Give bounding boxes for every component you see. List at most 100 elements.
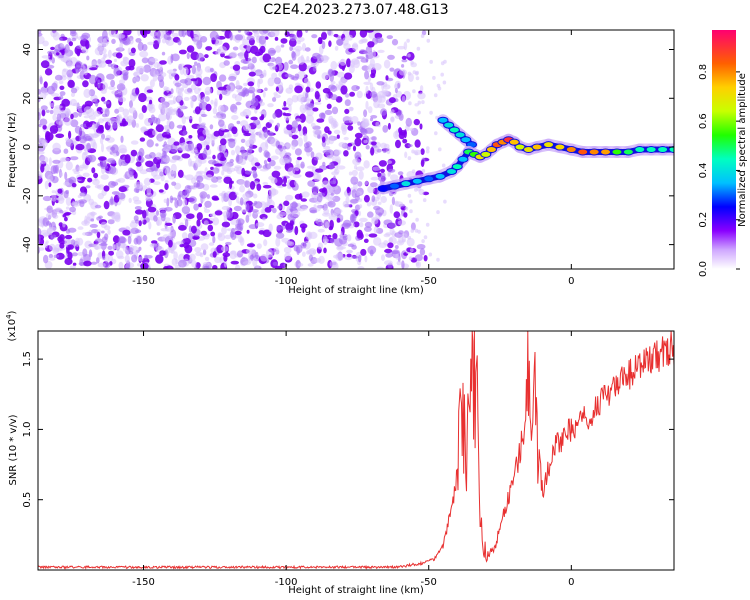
noise-speckle bbox=[225, 241, 232, 246]
noise-speckle bbox=[96, 59, 103, 68]
noise-speckle bbox=[327, 200, 336, 208]
noise-speckle bbox=[269, 58, 273, 62]
noise-speckle bbox=[262, 181, 269, 185]
noise-speckle bbox=[294, 148, 302, 156]
noise-speckle bbox=[220, 138, 227, 146]
noise-speckle bbox=[193, 203, 199, 211]
noise-speckle bbox=[127, 235, 132, 245]
noise-speckle bbox=[235, 80, 240, 89]
noise-speckle bbox=[77, 176, 86, 180]
branch-trace-point bbox=[460, 136, 472, 144]
noise-speckle bbox=[306, 108, 314, 117]
noise-speckle bbox=[332, 233, 338, 240]
noise-speckle bbox=[270, 155, 279, 160]
noise-speckle bbox=[401, 95, 406, 103]
noise-speckle bbox=[168, 239, 173, 248]
noise-speckle bbox=[358, 204, 363, 209]
noise-speckle bbox=[233, 205, 242, 212]
noise-speckle bbox=[217, 104, 225, 114]
noise-speckle bbox=[111, 144, 119, 154]
noise-speckle bbox=[409, 199, 413, 204]
noise-speckle bbox=[92, 133, 100, 138]
noise-speckle bbox=[61, 98, 70, 107]
noise-speckle bbox=[240, 138, 246, 143]
noise-speckle bbox=[180, 142, 189, 151]
noise-speckle bbox=[149, 99, 153, 105]
noise-speckle bbox=[301, 191, 310, 198]
noise-speckle bbox=[364, 255, 368, 263]
noise-speckle bbox=[363, 81, 372, 86]
noise-speckle bbox=[246, 43, 251, 52]
noise-speckle bbox=[360, 58, 369, 63]
noise-speckle bbox=[239, 197, 244, 206]
noise-speckle bbox=[407, 156, 412, 161]
noise-speckle bbox=[245, 248, 255, 254]
noise-speckle bbox=[144, 154, 153, 159]
noise-speckle bbox=[271, 170, 281, 178]
noise-speckle bbox=[263, 150, 270, 158]
snr-y-axis: 0.5 1.0 1.5 bbox=[22, 351, 674, 508]
noise-speckle bbox=[97, 262, 106, 268]
noise-speckle bbox=[111, 38, 116, 45]
signal-trace-point bbox=[434, 172, 446, 180]
noise-speckle bbox=[329, 260, 338, 268]
noise-speckle bbox=[283, 176, 287, 185]
noise-speckle bbox=[196, 52, 204, 62]
noise-speckle bbox=[350, 116, 359, 124]
noise-speckle bbox=[253, 119, 261, 126]
noise-speckle bbox=[142, 234, 148, 242]
noise-speckle bbox=[322, 30, 326, 33]
noise-speckle bbox=[300, 97, 304, 105]
noise-speckle bbox=[69, 156, 79, 161]
noise-speckle bbox=[286, 124, 293, 131]
noise-speckle bbox=[144, 254, 148, 260]
noise-speckle bbox=[191, 260, 197, 268]
noise-speckle bbox=[147, 206, 157, 213]
noise-speckle bbox=[135, 161, 142, 167]
noise-speckle bbox=[321, 72, 329, 80]
noise-speckle bbox=[52, 142, 61, 152]
noise-speckle bbox=[251, 56, 257, 64]
noise-speckle bbox=[74, 237, 80, 247]
noise-speckle bbox=[59, 91, 66, 96]
noise-speckle bbox=[258, 78, 263, 85]
noise-speckle bbox=[155, 124, 164, 133]
noise-speckle bbox=[39, 76, 43, 85]
noise-speckle bbox=[204, 54, 209, 59]
noise-speckle bbox=[328, 40, 332, 47]
noise-speckle bbox=[380, 195, 388, 204]
noise-speckle bbox=[291, 51, 297, 61]
noise-speckle bbox=[216, 89, 221, 96]
noise-speckle bbox=[184, 116, 194, 120]
noise-speckle bbox=[322, 235, 328, 245]
noise-speckle bbox=[166, 129, 170, 135]
noise-speckle bbox=[387, 122, 391, 130]
noise-speckle bbox=[364, 30, 374, 33]
noise-speckle bbox=[52, 164, 58, 174]
noise-speckle bbox=[64, 216, 68, 222]
noise-speckle bbox=[267, 131, 274, 137]
noise-speckle bbox=[274, 36, 279, 41]
noise-speckle bbox=[317, 134, 321, 139]
noise-speckle bbox=[258, 146, 263, 153]
noise-speckle bbox=[145, 160, 154, 167]
noise-speckle bbox=[122, 37, 131, 46]
noise-speckle bbox=[64, 212, 72, 215]
noise-speckle bbox=[336, 165, 346, 170]
noise-speckle bbox=[284, 73, 292, 78]
noise-speckle bbox=[221, 205, 231, 211]
noise-speckle bbox=[108, 165, 117, 175]
noise-speckle bbox=[313, 101, 322, 105]
noise-speckle bbox=[304, 47, 311, 52]
noise-speckle bbox=[89, 223, 98, 228]
noise-speckle bbox=[62, 222, 66, 228]
noise-speckle bbox=[363, 194, 370, 203]
noise-speckle bbox=[202, 96, 210, 101]
noise-speckle bbox=[60, 44, 65, 48]
svg-text:(x104): (x104) bbox=[5, 310, 18, 341]
noise-speckle bbox=[280, 44, 285, 48]
noise-speckle bbox=[440, 72, 445, 77]
noise-speckle bbox=[322, 161, 326, 167]
noise-speckle bbox=[143, 64, 151, 73]
noise-speckle bbox=[292, 173, 302, 178]
